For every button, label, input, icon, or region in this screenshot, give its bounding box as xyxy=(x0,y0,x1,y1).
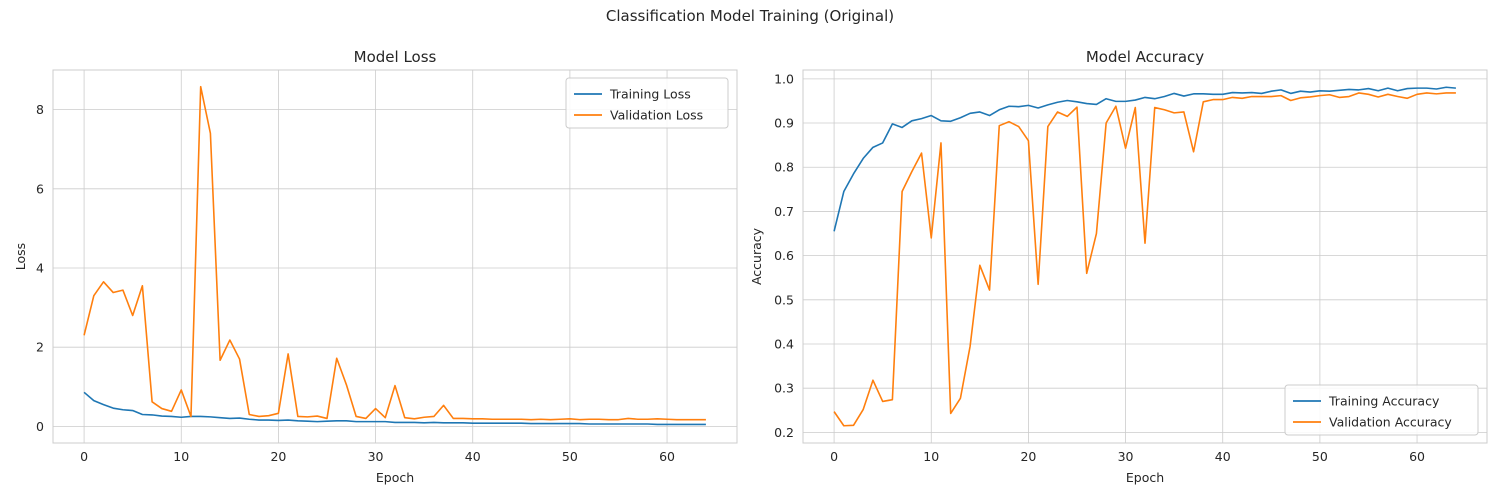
chart-title: Model Loss xyxy=(354,48,437,66)
legend: Training Loss Validation Loss xyxy=(565,77,729,129)
x-axis-label: Epoch xyxy=(376,470,414,485)
series-line-validation xyxy=(83,85,706,421)
figure-suptitle: Classification Model Training (Original) xyxy=(605,7,895,25)
x-tick-label: 30 xyxy=(1118,449,1134,464)
y-axis-label: Accuracy xyxy=(749,227,764,285)
series-line-validation xyxy=(833,92,1456,427)
legend-label: Training Loss xyxy=(609,87,691,102)
legend-label: Validation Loss xyxy=(610,108,703,123)
y-tick-label: 0.7 xyxy=(774,204,794,219)
accuracy-chart: 0 10 20 30 40 50 60 0.2 0.3 0.4 0.5 0.6 0.7 0.8 0.9 1.0… xyxy=(749,48,1488,485)
y-tick-label: 8 xyxy=(36,102,44,117)
y-axis-label: Loss xyxy=(13,243,28,270)
legend-box xyxy=(1284,384,1479,436)
x-tick-label: 50 xyxy=(562,449,578,464)
y-tick-label: 1.0 xyxy=(774,71,794,86)
y-tick-label: 0.5 xyxy=(774,292,794,307)
x-tick-label: 0 xyxy=(830,449,838,464)
x-axis-label: Epoch xyxy=(1126,470,1164,485)
y-tick-label: 4 xyxy=(36,260,44,275)
x-tick-label: 50 xyxy=(1312,449,1328,464)
y-tick-label: 0.8 xyxy=(774,160,794,175)
legend: Training Accuracy Validation Accuracy xyxy=(1284,384,1479,436)
series-line-training xyxy=(83,391,706,426)
y-tick-label: 2 xyxy=(36,340,44,355)
axes-frame xyxy=(802,69,1488,444)
y-tick-label: 0.2 xyxy=(774,425,794,440)
x-tick-label: 0 xyxy=(80,449,88,464)
y-tick-label: 0.4 xyxy=(774,337,794,352)
x-tick-label: 30 xyxy=(368,449,384,464)
x-tick-label: 10 xyxy=(923,449,939,464)
x-tick-label: 60 xyxy=(1409,449,1425,464)
y-tick-label: 0.6 xyxy=(774,248,794,263)
y-tick-label: 0 xyxy=(36,419,44,434)
x-tick-label: 20 xyxy=(1020,449,1036,464)
legend-label: Validation Accuracy xyxy=(1329,415,1452,430)
y-tick-label: 0.3 xyxy=(774,381,794,396)
y-tick-label: 0.9 xyxy=(774,116,794,131)
loss-chart: 0 10 20 30 40 50 60 0 2 4 6 8 Model Loss Epoch Loss Tra… xyxy=(13,48,738,485)
x-tick-label: 40 xyxy=(465,449,481,464)
chart-title: Model Accuracy xyxy=(1086,48,1204,66)
series-line-training xyxy=(833,86,1456,232)
legend-label: Training Accuracy xyxy=(1328,394,1440,409)
y-tick-label: 6 xyxy=(36,181,44,196)
x-tick-label: 10 xyxy=(173,449,189,464)
axes-frame xyxy=(52,69,738,444)
x-tick-label: 60 xyxy=(659,449,675,464)
legend-box xyxy=(565,77,729,129)
x-tick-label: 40 xyxy=(1215,449,1231,464)
x-tick-label: 20 xyxy=(270,449,286,464)
